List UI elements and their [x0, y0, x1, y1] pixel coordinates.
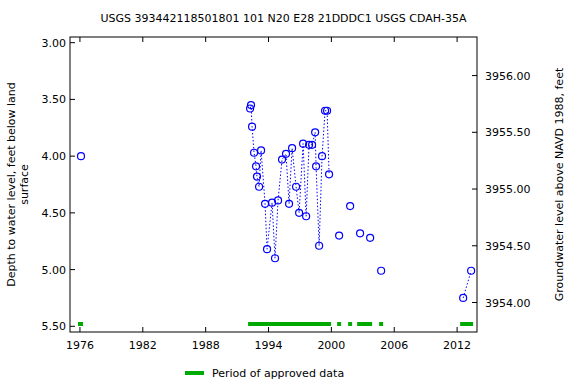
- y2-tick: [472, 189, 477, 190]
- y2-tick: [472, 245, 477, 246]
- x-tick: [79, 37, 80, 42]
- data-point: [468, 267, 475, 274]
- data-point: [347, 203, 354, 210]
- y2-tick-label: 3955.00: [485, 183, 531, 196]
- x-tick: [268, 327, 269, 332]
- x-tick-label: 2000: [317, 339, 345, 352]
- y2-tick-label: 3954.50: [485, 240, 531, 253]
- approved-period: [248, 322, 331, 326]
- x-tick: [205, 327, 206, 332]
- y2-tick: [472, 302, 477, 303]
- approved-period: [379, 322, 383, 326]
- y-tick: [70, 42, 75, 43]
- y2-tick-label: 3954.00: [485, 297, 531, 310]
- y2-tick: [472, 132, 477, 133]
- data-point: [286, 200, 293, 207]
- y-tick: [70, 156, 75, 157]
- x-tick: [331, 37, 332, 42]
- x-tick: [205, 37, 206, 42]
- y-tick: [70, 269, 75, 270]
- y2-tick-label: 3955.50: [485, 126, 531, 139]
- x-tick: [457, 327, 458, 332]
- data-point: [283, 150, 290, 157]
- data-point: [460, 294, 467, 301]
- x-tick: [142, 37, 143, 42]
- y-axis-label: surface: [18, 164, 31, 205]
- data-point: [253, 163, 260, 170]
- approved-period: [460, 322, 473, 326]
- data-point: [326, 171, 333, 178]
- data-point: [249, 123, 256, 130]
- y-tick-label: 4.00: [42, 150, 67, 163]
- approved-period: [78, 322, 83, 326]
- y-tick-label: 3.00: [42, 37, 67, 50]
- data-point: [313, 163, 320, 170]
- legend-swatch: [185, 371, 204, 375]
- x-tick-label: 1976: [66, 339, 94, 352]
- y-tick-label: 5.00: [42, 264, 67, 277]
- y-tick: [70, 99, 75, 100]
- approved-period: [337, 322, 341, 326]
- series-line: [463, 271, 471, 298]
- series-line: [250, 105, 329, 258]
- data-point: [378, 267, 385, 274]
- y-tick: [70, 212, 75, 213]
- approved-period: [357, 322, 372, 326]
- data-point: [357, 230, 364, 237]
- y2-axis-label: Groundwater level above NAVD 1988, feet: [553, 67, 566, 301]
- plot-frame: [70, 37, 477, 332]
- data-point: [324, 107, 331, 114]
- legend-label: Period of approved data: [212, 367, 344, 380]
- data-point: [262, 200, 269, 207]
- x-tick-label: 1994: [255, 339, 283, 352]
- data-point: [309, 141, 316, 148]
- data-point: [254, 173, 261, 180]
- data-point: [312, 129, 319, 136]
- data-point: [303, 213, 310, 220]
- x-tick-label: 1988: [192, 339, 220, 352]
- y-tick: [70, 326, 75, 327]
- y-tick-label: 4.50: [42, 207, 67, 220]
- data-point: [319, 153, 326, 160]
- data-point: [256, 183, 263, 190]
- y2-tick: [472, 75, 477, 76]
- data-point: [258, 147, 265, 154]
- x-tick-label: 1982: [129, 339, 157, 352]
- x-tick: [457, 37, 458, 42]
- data-point: [264, 246, 271, 253]
- data-point: [248, 102, 255, 109]
- data-point: [272, 255, 279, 262]
- data-point: [367, 234, 374, 241]
- x-tick: [394, 37, 395, 42]
- data-point: [289, 145, 296, 152]
- title: USGS 393442118501801 101 N20 E28 21DDDC1…: [100, 12, 467, 25]
- x-tick-label: 2006: [380, 339, 408, 352]
- data-point: [293, 183, 300, 190]
- x-tick: [79, 327, 80, 332]
- x-tick-label: 2012: [443, 339, 471, 352]
- data-point: [251, 149, 258, 156]
- y-tick-label: 5.50: [42, 320, 67, 333]
- data-point: [78, 153, 85, 160]
- plot-data: [78, 102, 475, 326]
- data-point: [275, 197, 282, 204]
- chart: USGS 393442118501801 101 N20 E28 21DDDC1…: [0, 0, 576, 384]
- y2-tick-label: 3956.00: [485, 70, 531, 83]
- approved-period: [348, 322, 352, 326]
- x-tick: [394, 327, 395, 332]
- data-point: [296, 209, 303, 216]
- data-point: [316, 242, 323, 249]
- x-tick: [331, 327, 332, 332]
- y-axis-label: Depth to water level, feet below land: [5, 82, 18, 287]
- y-tick-label: 3.50: [42, 93, 67, 106]
- data-point: [336, 232, 343, 239]
- x-tick: [142, 327, 143, 332]
- x-tick: [268, 37, 269, 42]
